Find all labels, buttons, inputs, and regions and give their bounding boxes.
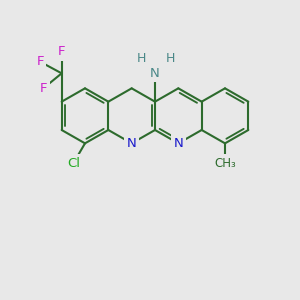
Text: Cl: Cl (67, 157, 80, 170)
Text: N: N (127, 137, 136, 150)
Text: H: H (165, 52, 175, 65)
Text: N: N (150, 67, 160, 80)
Text: CH₃: CH₃ (214, 157, 236, 170)
Text: F: F (58, 45, 65, 58)
Text: H: H (137, 52, 146, 65)
Text: F: F (36, 55, 44, 68)
Text: N: N (173, 137, 183, 150)
Text: F: F (40, 82, 47, 95)
